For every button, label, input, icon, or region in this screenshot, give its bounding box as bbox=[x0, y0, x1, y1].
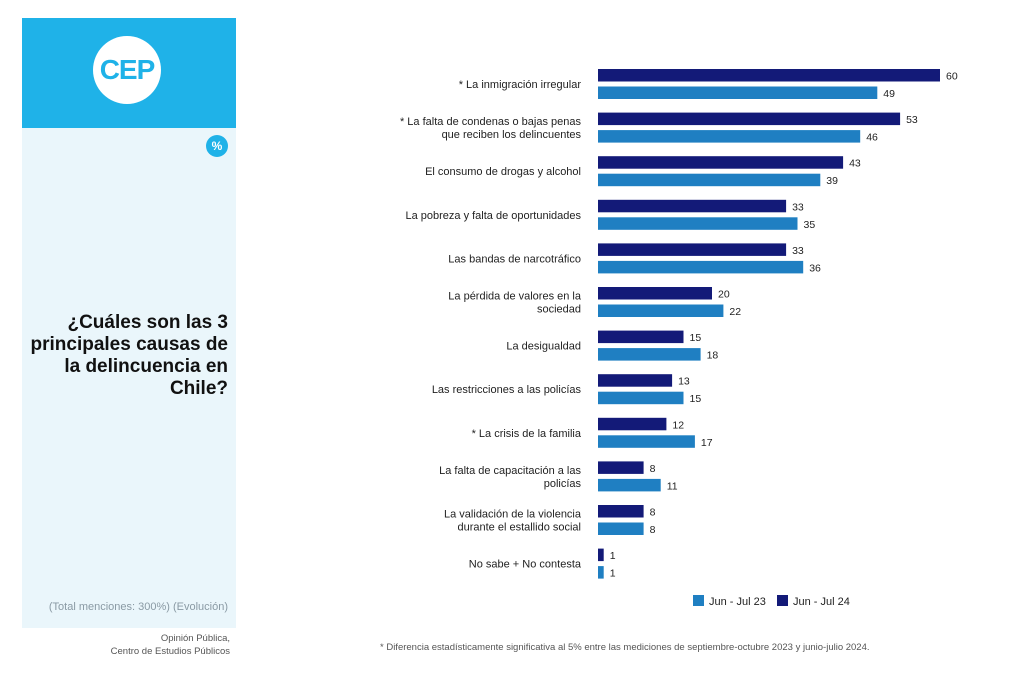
category-label: sociedad bbox=[537, 304, 581, 316]
data-label: 13 bbox=[678, 376, 690, 388]
category-label: que reciben los delincuentes bbox=[442, 129, 582, 141]
category-label: La validación de la violencia bbox=[444, 509, 582, 521]
source-line-2: Centro de Estudios Públicos bbox=[110, 646, 230, 657]
bar bbox=[598, 461, 644, 474]
data-label: 1 bbox=[610, 568, 616, 580]
bar bbox=[598, 112, 901, 126]
bar bbox=[598, 505, 644, 518]
data-label: 12 bbox=[672, 419, 684, 431]
total-mentions-note: (Total menciones: 300%) (Evolución) bbox=[48, 601, 228, 613]
data-label: 39 bbox=[826, 175, 838, 187]
bar bbox=[598, 417, 667, 431]
data-label: 43 bbox=[849, 158, 861, 170]
category-label: policías bbox=[544, 478, 582, 490]
data-label: 8 bbox=[650, 463, 656, 475]
category-label: * La crisis de la familia bbox=[472, 428, 582, 440]
category-label: La pérdida de valores en la bbox=[448, 291, 582, 303]
category-label: Las restricciones a las policías bbox=[432, 384, 582, 396]
bar bbox=[598, 260, 804, 274]
data-label: 18 bbox=[707, 350, 719, 362]
data-label: 46 bbox=[866, 132, 878, 144]
data-label: 33 bbox=[792, 245, 804, 257]
data-label: 8 bbox=[650, 524, 656, 536]
bar bbox=[598, 217, 798, 230]
sidebar-panel: CEP % ¿Cuáles son las 3 principales caus… bbox=[22, 18, 236, 628]
source-credit: Opinión Pública, Centro de Estudios Públ… bbox=[60, 632, 230, 658]
data-label: 20 bbox=[718, 289, 730, 301]
data-label: 17 bbox=[701, 437, 713, 449]
sidebar-header: CEP bbox=[22, 18, 236, 128]
legend-swatch bbox=[693, 595, 704, 606]
bar bbox=[598, 330, 684, 344]
bar bbox=[598, 173, 821, 187]
data-label: 11 bbox=[667, 480, 678, 492]
bar bbox=[598, 199, 787, 213]
bar bbox=[598, 304, 724, 317]
bar bbox=[598, 287, 712, 300]
data-label: 8 bbox=[650, 507, 656, 519]
data-label: 1 bbox=[610, 550, 616, 562]
data-label: 36 bbox=[809, 262, 821, 274]
category-label: La pobreza y falta de oportunidades bbox=[405, 210, 581, 222]
bar bbox=[598, 548, 604, 562]
data-label: 35 bbox=[804, 219, 816, 231]
chart-question: ¿Cuáles son las 3 principales causas de … bbox=[30, 312, 229, 399]
data-label: 49 bbox=[883, 88, 895, 100]
category-label: La falta de capacitación a las bbox=[439, 465, 581, 477]
bar bbox=[598, 69, 940, 82]
category-label: No sabe + No contesta bbox=[469, 559, 582, 571]
cep-logo: CEP bbox=[93, 36, 161, 104]
category-label: durante el estallido social bbox=[457, 522, 581, 534]
category-label: La desigualdad bbox=[506, 341, 581, 353]
data-label: 22 bbox=[729, 306, 741, 318]
bar bbox=[598, 348, 701, 361]
bar bbox=[598, 156, 844, 169]
data-label: 15 bbox=[690, 332, 702, 344]
category-label: Las bandas de narcotráfico bbox=[448, 253, 581, 265]
data-label: 60 bbox=[946, 71, 958, 83]
bar bbox=[598, 130, 861, 143]
category-label: El consumo de drogas y alcohol bbox=[425, 166, 581, 178]
percent-icon: % bbox=[206, 135, 228, 157]
bar bbox=[598, 522, 644, 535]
data-label: 53 bbox=[906, 114, 918, 126]
bar bbox=[598, 391, 684, 405]
data-label: 33 bbox=[792, 201, 804, 213]
footnote: * Diferencia estadísticamente significat… bbox=[380, 642, 870, 653]
bar bbox=[598, 86, 878, 99]
bar bbox=[598, 478, 661, 492]
data-label: 15 bbox=[690, 393, 702, 405]
category-label: * La falta de condenas o bajas penas bbox=[400, 116, 582, 128]
bar bbox=[598, 435, 695, 448]
legend-label: Jun - Jul 24 bbox=[793, 596, 850, 608]
bar bbox=[598, 566, 604, 579]
legend-label: Jun - Jul 23 bbox=[709, 596, 766, 608]
category-label: * La inmigración irregular bbox=[459, 79, 582, 91]
bar bbox=[598, 243, 787, 256]
bar bbox=[598, 374, 673, 387]
source-line-1: Opinión Pública, bbox=[160, 633, 230, 644]
legend-swatch bbox=[777, 595, 788, 606]
